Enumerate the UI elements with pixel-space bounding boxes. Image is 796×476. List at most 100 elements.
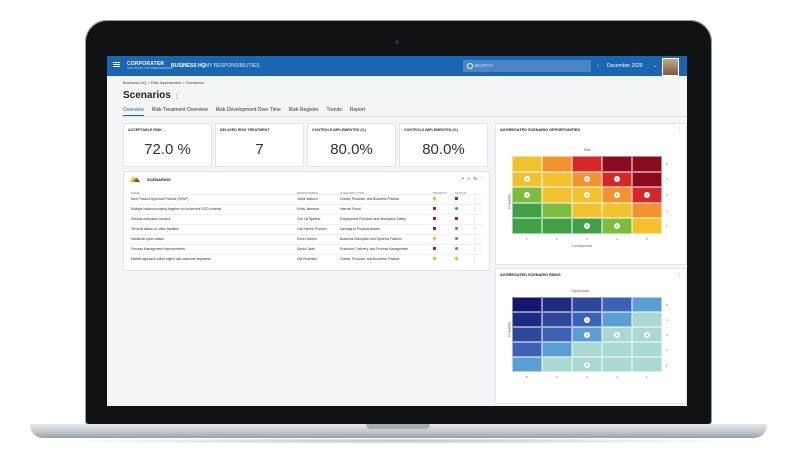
title-menu-icon[interactable]: ⋮ — [173, 94, 180, 100]
search-icon[interactable]: ⌕ — [467, 176, 474, 182]
kpi-card[interactable]: ACCEPTABLE RISK 72.0 % — [123, 123, 212, 167]
table-row[interactable]: Multiple incident working together to ci… — [131, 204, 483, 213]
heatmap-cell[interactable]: 1 — [632, 187, 662, 203]
row-menu-icon[interactable]: ⋮ — [473, 247, 477, 251]
heatmap-cell[interactable] — [542, 171, 572, 188]
kpi-card[interactable]: CONTROLS IMPLEMENTED (%) 80.0% — [399, 123, 488, 167]
heatmap-cell[interactable]: 1 — [632, 327, 662, 342]
table-row[interactable]: Process Management Improvements David Car… — [131, 244, 483, 253]
heatmap-cell[interactable] — [512, 297, 542, 312]
col-scenario-type[interactable]: SCENARIO TYPE — [340, 191, 365, 195]
more-icon[interactable]: ⋮ — [677, 272, 682, 278]
more-icon[interactable]: ⋮ — [677, 127, 682, 133]
heatmap-cell[interactable]: 1 — [572, 171, 602, 188]
more-icon[interactable]: ⋮ — [480, 176, 485, 182]
heatmap-cell[interactable]: 1 — [572, 218, 602, 234]
heatmap-cell[interactable] — [512, 202, 542, 219]
heatmap-cell[interactable]: 1 — [602, 218, 632, 234]
col-priority[interactable]: PRIORITY — [433, 191, 448, 195]
period-chevron-icon[interactable]: ‹ — [597, 63, 599, 69]
heatmap-cell[interactable] — [542, 156, 572, 172]
heatmap-cell[interactable] — [632, 297, 662, 312]
heatmap-cell[interactable]: 1 — [512, 171, 542, 188]
table-row[interactable]: Terrorist attack on office facilities Car… — [131, 224, 483, 233]
heatmap-cell[interactable] — [542, 218, 572, 234]
tab-trends[interactable]: Trends — [326, 107, 342, 113]
kpi-card[interactable]: DELAYED RISK TREATMENT 7 — [215, 123, 304, 167]
heatmap-cell[interactable] — [542, 187, 572, 203]
tab-overview[interactable]: Overview — [123, 107, 144, 116]
table-row[interactable]: New Product Approval Process (NPAP) Joell… — [131, 194, 483, 203]
heatmap-cell[interactable]: 1 — [572, 357, 602, 372]
table-row[interactable]: Market approach within higher risk custo… — [131, 254, 483, 263]
col-name[interactable]: NAME — [131, 191, 140, 195]
heatmap-cell[interactable]: 1 — [572, 187, 602, 203]
heatmap-cell[interactable] — [542, 327, 572, 342]
heatmap-cell[interactable] — [602, 357, 632, 372]
period-selector[interactable]: December 2020 — [607, 63, 643, 69]
heatmap-cell[interactable]: 1 — [572, 312, 602, 327]
heatmap-cell[interactable] — [572, 202, 602, 219]
table-row[interactable]: Hacktivist cyber attack Erica Holmes Busin… — [131, 234, 483, 243]
heatmap-cell[interactable] — [572, 156, 602, 172]
tab-report[interactable]: Report — [349, 107, 365, 113]
heatmap-cell[interactable] — [542, 297, 572, 312]
heatmap-cell[interactable] — [602, 297, 632, 312]
tab-risk-development[interactable]: Risk Development Over Time — [215, 107, 281, 113]
heatmap-cell[interactable] — [542, 342, 572, 357]
row-menu-icon[interactable]: ⋮ — [473, 207, 477, 211]
hamburger-menu-icon[interactable] — [113, 62, 120, 63]
heatmap-cell[interactable] — [632, 171, 662, 188]
heatmap-cell[interactable] — [542, 202, 572, 219]
breadcrumb[interactable]: Business HQ > Risk Assessment > Scenario… — [123, 80, 204, 85]
row-menu-icon[interactable]: ⋮ — [473, 227, 477, 231]
heatmap-cell[interactable] — [512, 156, 542, 172]
heatmap-cell[interactable] — [572, 297, 602, 312]
heatmap-cell[interactable] — [512, 357, 542, 372]
heatmap-cell[interactable] — [632, 218, 662, 234]
heatmap-cell[interactable]: 1 — [602, 327, 632, 342]
heatmap-cell[interactable] — [512, 327, 542, 342]
heatmap-cell[interactable] — [512, 342, 542, 357]
heatmap-cell[interactable] — [512, 218, 542, 234]
heatmap-cell[interactable] — [542, 357, 572, 372]
search-input[interactable]: SEARCH — [463, 60, 591, 72]
heatmap-cell[interactable] — [602, 342, 632, 357]
heatmap-cell[interactable] — [602, 312, 632, 327]
heatmap-cell[interactable] — [512, 312, 542, 327]
add-icon[interactable]: + — [461, 176, 468, 182]
status-indicator — [455, 227, 458, 231]
tab-risk-register[interactable]: Risk Register — [288, 107, 319, 113]
heatmap-cell[interactable] — [632, 312, 662, 327]
heatmap-cell[interactable] — [632, 156, 662, 172]
heatmap-cell[interactable] — [632, 202, 662, 219]
chevron-down-icon[interactable]: ⌄ — [653, 63, 658, 69]
avatar[interactable] — [662, 58, 679, 76]
heatmap-cell[interactable]: 1 — [572, 327, 602, 342]
row-menu-icon[interactable]: ⋮ — [473, 257, 477, 261]
heatmap-cell[interactable] — [632, 342, 662, 357]
heatmap-cell[interactable] — [602, 156, 632, 172]
y-tick-label: 5 — [666, 161, 668, 166]
heatmap-cell[interactable]: 1 — [602, 187, 632, 203]
row-scenario-type: Clients, Products, and Business Practice — [340, 257, 400, 261]
heatmap-cell[interactable] — [632, 357, 662, 372]
heatmap-cell[interactable]: 1 — [602, 171, 632, 188]
col-status[interactable]: STATUS — [455, 191, 467, 195]
col-responsible[interactable]: RESPONSIBLE — [297, 191, 319, 195]
tab-risk-treatment-overview[interactable]: Risk Treatment Overview — [151, 107, 208, 113]
heatmap-cell[interactable] — [572, 342, 602, 357]
heatmap-cell[interactable] — [542, 312, 572, 327]
row-menu-icon[interactable]: ⋮ — [473, 197, 477, 201]
edit-icon[interactable]: ✎ — [473, 176, 481, 182]
nav-my-responsibilities[interactable]: MY RESPONSIBILITIES — [205, 63, 260, 69]
app-logo[interactable]: CORPORATER SOLUTIONS FOR PERFORMANCE — [127, 61, 173, 70]
heatmap-cell[interactable]: 1 — [512, 187, 542, 203]
heatmap-cell[interactable] — [602, 202, 632, 219]
table-row[interactable]: Serious workplace incident Ove Lie Bjalen… — [131, 214, 483, 223]
kpi-card[interactable]: CONTROLS IMPLEMENTED (%) 80.0% — [307, 123, 396, 167]
row-menu-icon[interactable]: ⋮ — [473, 237, 477, 241]
row-menu-icon[interactable]: ⋮ — [473, 217, 477, 221]
opportunities-panel: AGGREGATED SCENARIO OPPORTUNITIES ⋮ Risk… — [495, 123, 687, 265]
nav-business-hq[interactable]: BUSINESS HQ — [171, 63, 206, 69]
